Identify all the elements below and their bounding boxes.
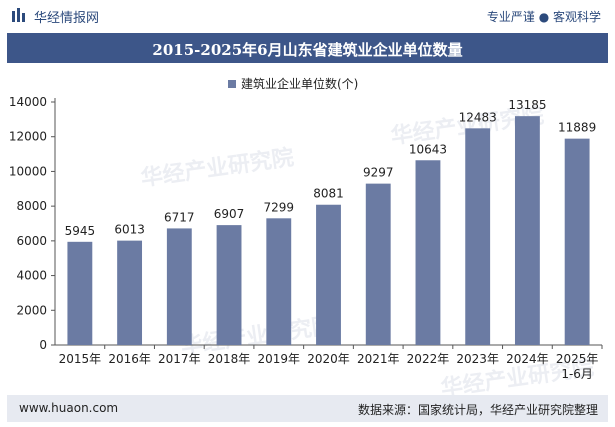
x-tick-label: 1-6月 (561, 367, 593, 381)
x-tick-label: 2018年 (208, 352, 251, 366)
x-tick-label: 2021年 (357, 352, 400, 366)
y-tick-label: 8000 (16, 199, 47, 213)
y-tick-label: 0 (39, 338, 47, 352)
tagline: 专业严谨 ● 客观科学 (486, 10, 601, 24)
brand-name: 华经情报网 (34, 11, 100, 26)
data-label: 8081 (313, 187, 344, 201)
x-tick-label: 2019年 (257, 352, 300, 366)
bar[interactable] (564, 138, 590, 345)
bar-chart: 建筑业企业单位数(个) 0 2000 4000 6000 8000 10000 12000 14… (9, 76, 603, 381)
data-label: 9297 (363, 166, 394, 180)
x-tick-label: 2016年 (108, 352, 151, 366)
data-label: 12483 (459, 110, 497, 124)
y-tick-label: 4000 (16, 269, 47, 283)
x-tick-label: 2022年 (407, 352, 450, 366)
data-label: 7299 (263, 200, 294, 214)
y-tick-label: 10000 (9, 164, 47, 178)
x-tick-label: 2017年 (158, 352, 201, 366)
legend-swatch (228, 80, 236, 88)
title-bar: 2015-2025年6月山东省建筑业企业单位数量 (7, 33, 608, 63)
bar[interactable] (514, 116, 540, 345)
data-label: 6907 (214, 207, 245, 221)
x-tick-label: 2015年 (59, 352, 102, 366)
data-label: 6717 (164, 210, 195, 224)
legend-label: 建筑业企业单位数(个) (241, 76, 358, 91)
bar[interactable] (266, 218, 292, 345)
bar[interactable] (415, 160, 441, 345)
x-tick-label: 2023年 (456, 352, 499, 366)
y-tick-label: 14000 (9, 95, 47, 109)
footer-bar: www.huaon.com 数据来源：国家统计局，华经产业研究院整理 (7, 395, 608, 422)
data-source: 数据来源：国家统计局，华经产业研究院整理 (357, 403, 598, 417)
bar[interactable] (166, 228, 192, 345)
bar[interactable] (216, 225, 242, 345)
top-bar: 华经情报网 专业严谨 ● 客观科学 (0, 0, 615, 30)
bar[interactable] (365, 183, 391, 345)
y-tick-label: 2000 (16, 303, 47, 317)
logo-icon (12, 8, 25, 22)
chart-title: 2015-2025年6月山东省建筑业企业单位数量 (152, 41, 463, 59)
data-label: 11889 (558, 121, 596, 135)
bar[interactable] (67, 241, 93, 345)
x-tick-label: 2025年 (556, 352, 599, 366)
bar[interactable] (465, 128, 491, 345)
bar[interactable] (117, 240, 143, 345)
y-tick-label: 6000 (16, 234, 47, 248)
data-label: 6013 (114, 223, 145, 237)
x-tick-label: 2024年 (506, 352, 549, 366)
bar[interactable] (316, 204, 341, 345)
data-label: 13185 (508, 98, 546, 112)
data-label: 10643 (409, 142, 447, 156)
data-label: 5945 (65, 224, 96, 238)
website-link[interactable]: www.huaon.com (19, 401, 119, 415)
y-tick-label: 12000 (9, 130, 47, 144)
x-tick-label: 2020年 (307, 352, 350, 366)
